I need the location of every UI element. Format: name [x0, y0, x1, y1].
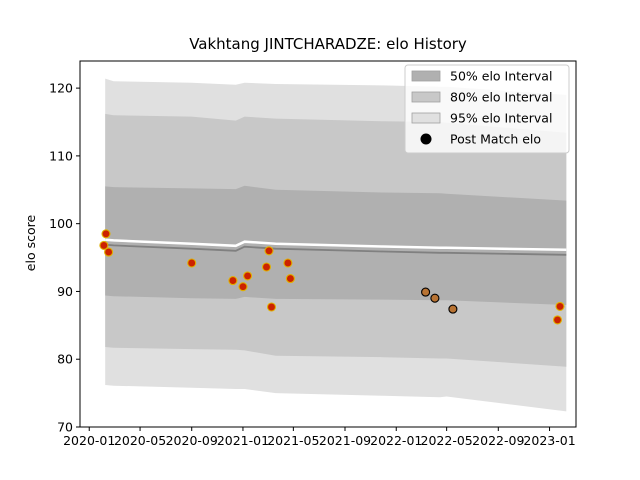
post-match-elo-point — [101, 229, 111, 239]
legend-swatch-band — [411, 91, 441, 103]
legend-swatch-band — [411, 70, 441, 82]
legend-swatch-marker — [420, 133, 432, 145]
post-match-elo-point — [264, 246, 274, 256]
post-match-elo-point — [448, 304, 458, 314]
chart-title: Vakhtang JINTCHARADZE: elo History — [189, 35, 467, 53]
x-tick-label: 2022-05 — [421, 433, 473, 448]
x-tick-label: 2020-09 — [166, 433, 218, 448]
post-match-elo-point — [285, 274, 295, 284]
post-match-elo-point — [238, 282, 248, 292]
y-tick-label: 110 — [49, 148, 73, 163]
post-match-elo-point — [99, 240, 109, 250]
post-match-elo-point — [266, 302, 277, 312]
y-tick-label: 70 — [57, 420, 73, 435]
post-match-elo-point — [430, 293, 440, 303]
x-tick-label: 2020-01 — [63, 433, 115, 448]
post-match-elo-point — [243, 271, 253, 281]
y-tick-label: 90 — [57, 284, 73, 299]
x-tick-label: 2020-05 — [114, 433, 166, 448]
expected-elo-line — [105, 243, 567, 256]
legend-box — [404, 64, 570, 154]
chart-legend: 50% elo Interval 80% elo Interval 95% elo … — [404, 64, 570, 154]
expected-elo-highlight — [105, 238, 567, 252]
x-tick-label: 2021-09 — [319, 433, 371, 448]
x-tick-label: 2023-01 — [523, 433, 575, 448]
plot-frame — [79, 60, 577, 428]
post-match-elo-point — [555, 301, 565, 311]
post-match-elo-point — [283, 258, 293, 268]
y-tick-label: 100 — [49, 216, 73, 231]
x-tick-label: 2021-01 — [217, 433, 269, 448]
legend-label: 50% elo Interval — [450, 69, 552, 84]
post-match-elo-point — [104, 247, 114, 257]
post-match-elo-point — [261, 262, 272, 272]
legend-label: 95% elo Interval — [450, 111, 552, 126]
x-tick-label: 2022-01 — [370, 433, 422, 448]
y-tick-label: 120 — [49, 81, 73, 96]
x-tick-label: 2021-05 — [267, 433, 319, 448]
legend-swatch-band — [411, 112, 441, 124]
y-tick-label: 80 — [57, 352, 73, 367]
post-match-elo-point — [187, 258, 197, 268]
x-tick-label: 2022-09 — [472, 433, 524, 448]
legend-label: Post Match elo — [450, 132, 541, 147]
y-axis-label: elo score — [23, 215, 38, 272]
post-match-elo-point — [552, 315, 563, 325]
post-match-elo-point — [421, 287, 431, 297]
post-match-elo-point — [228, 276, 238, 286]
legend-label: 80% elo Interval — [450, 90, 552, 105]
